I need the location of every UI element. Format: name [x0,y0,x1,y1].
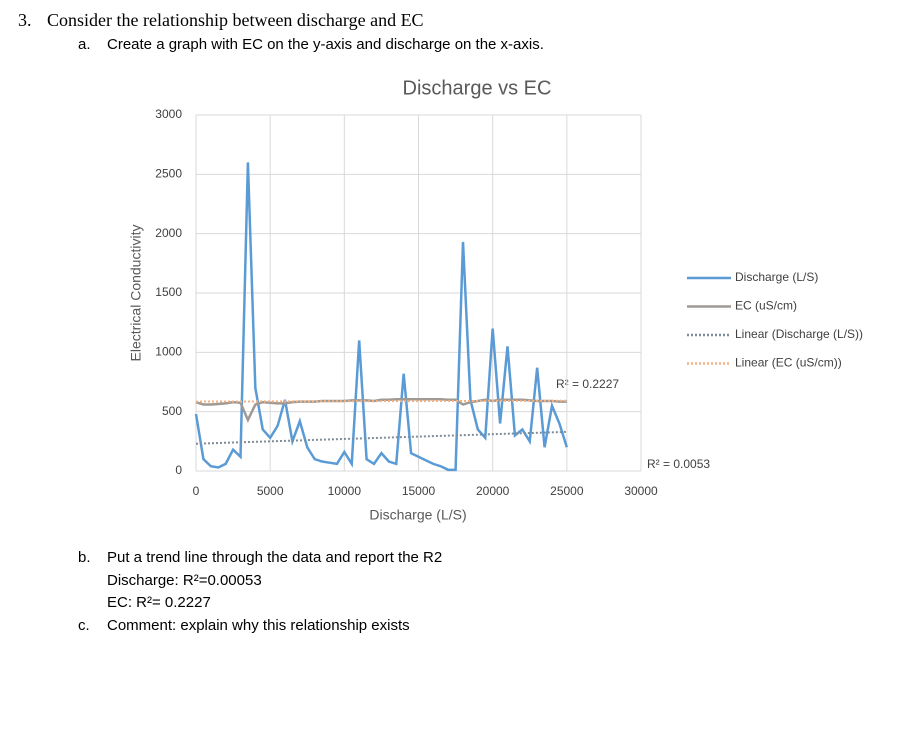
x-axis-label: Discharge (L/S) [369,507,466,523]
legend-label: Discharge (L/S) [735,270,818,284]
legend-label: Linear (EC (uS/cm)) [735,356,842,370]
list-marker: c. [78,617,90,634]
chart-title: Discharge vs EC [403,77,552,99]
x-tick-label: 30000 [624,484,658,498]
y-tick-label: 1000 [155,345,182,359]
x-tick-label: 0 [193,484,200,498]
trend-line [195,430,567,445]
trend-line [195,399,567,403]
list-marker: a. [78,36,91,53]
y-axis-label: Electrical Conductivity [128,225,144,362]
legend-label: EC (uS/cm) [735,299,797,313]
x-tick-label: 5000 [257,484,284,498]
x-tick-label: 15000 [402,484,436,498]
annotation: R² = 0.0053 [647,457,710,471]
x-tick-label: 20000 [476,484,510,498]
data-line [194,162,569,472]
y-tick-label: 0 [175,463,182,477]
data-line [195,397,567,423]
answer-line: Discharge: R²=0.00053 [107,572,262,589]
legend-label: Linear (Discharge (L/S)) [735,327,863,341]
y-tick-label: 2000 [155,226,182,240]
y-tick-label: 500 [162,404,182,418]
part-text: Put a trend line through the data and re… [107,549,442,566]
part-text: Create a graph with EC on the y-axis and… [107,36,544,53]
part-text: Comment: explain why this relationship e… [107,617,410,634]
question-text: Consider the relationship between discha… [47,10,424,30]
x-tick-label: 25000 [550,484,584,498]
answer-line: EC: R²= 0.2227 [107,594,211,611]
question-number: 3. [18,10,32,30]
y-tick-label: 1500 [155,285,182,299]
annotation: R² = 0.2227 [556,377,619,391]
y-tick-label: 3000 [155,107,182,121]
list-marker: b. [78,549,91,566]
y-tick-label: 2500 [155,167,182,181]
x-tick-label: 10000 [328,484,362,498]
